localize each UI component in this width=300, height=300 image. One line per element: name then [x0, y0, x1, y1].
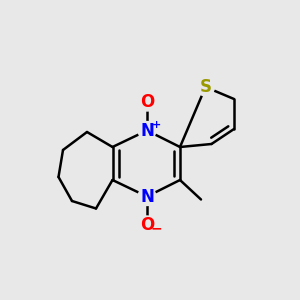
Circle shape [138, 216, 156, 234]
Text: O: O [140, 216, 154, 234]
Circle shape [138, 122, 156, 140]
Text: +: + [152, 120, 161, 130]
Circle shape [138, 188, 156, 206]
Text: O: O [140, 93, 154, 111]
Text: N: N [140, 122, 154, 140]
Circle shape [138, 93, 156, 111]
Text: N: N [140, 188, 154, 206]
Text: −: − [150, 221, 162, 235]
Circle shape [196, 78, 214, 96]
Text: S: S [200, 78, 211, 96]
